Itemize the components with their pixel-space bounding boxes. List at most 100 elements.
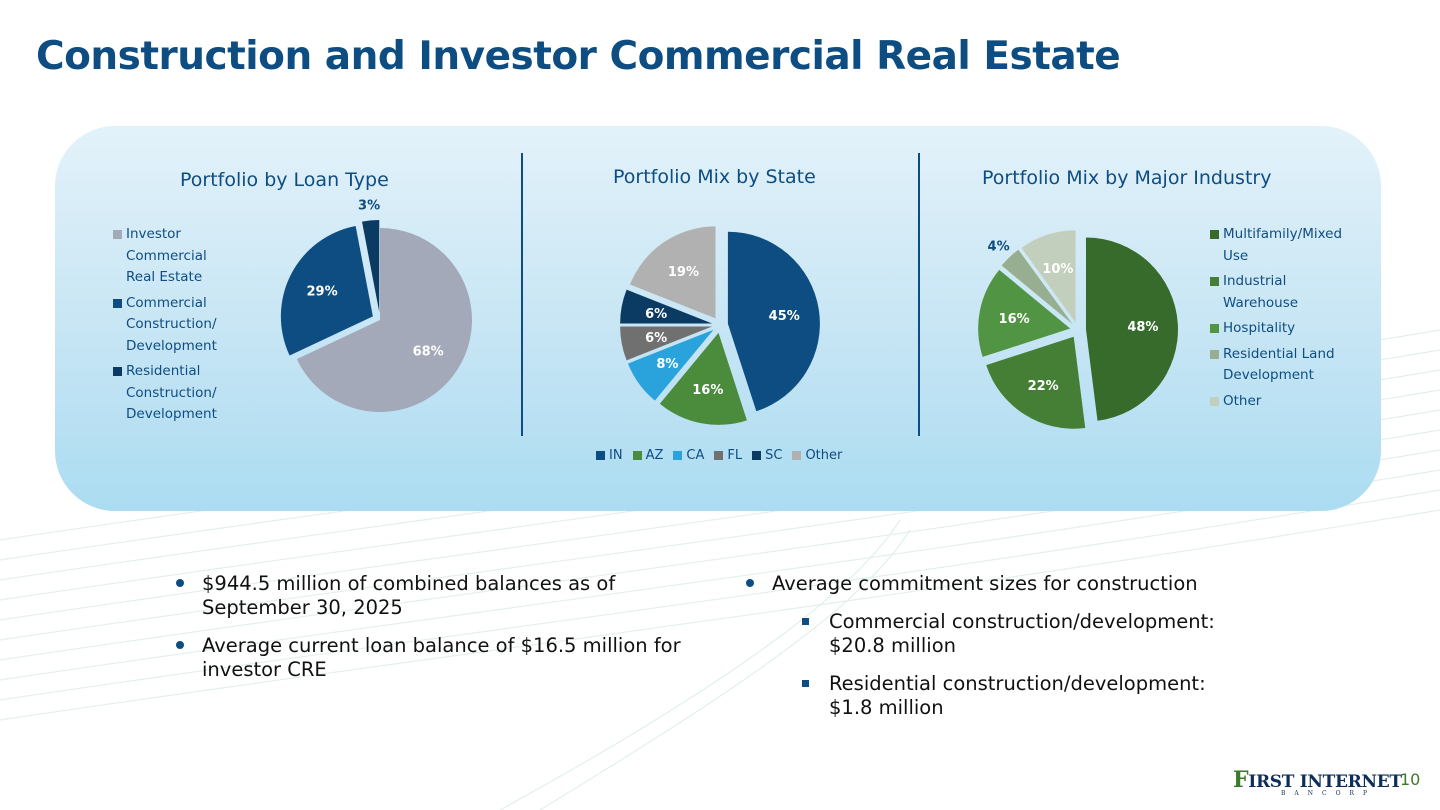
legend-swatch-icon	[1210, 230, 1219, 239]
bullet-item: Average current loan balance of $16.5 mi…	[176, 634, 696, 682]
legend-item: CA	[673, 448, 704, 463]
legend-swatch-icon	[113, 230, 122, 239]
legend-item: Commercial Construction/ Development	[113, 293, 233, 358]
pie-data-label: 68%	[413, 345, 444, 360]
bullet-dot-icon	[176, 579, 184, 587]
legend-label: Residential Land Development	[1223, 345, 1335, 384]
bullet-text: Average commitment sizes for constructio…	[772, 572, 1198, 595]
legend-swatch-icon	[714, 451, 724, 460]
pie-chart-state: 45% 16% 8% 6% 6% 19%	[620, 226, 820, 425]
sub-bullet-text: Residential construction/development: $1…	[829, 672, 1206, 719]
legend-label: SC	[765, 448, 783, 463]
pie-slice	[620, 326, 713, 361]
pie-data-label: 3%	[358, 199, 380, 214]
pie-slice	[1021, 230, 1076, 323]
legend-item: Residential Land Development	[1210, 344, 1360, 387]
pie-slice	[296, 228, 472, 412]
legend-item: Hospitality	[1210, 318, 1360, 340]
bullet-item: $944.5 million of combined balances as o…	[176, 572, 696, 620]
bullet-square-icon	[802, 618, 809, 625]
logo-subtitle: BANCORP	[1281, 790, 1377, 797]
bullet-square-icon	[802, 680, 809, 687]
legend-item: AZ	[632, 448, 663, 463]
legend-label: Residential Construction/ Development	[126, 363, 217, 422]
pie-data-label: 29%	[306, 284, 337, 299]
bullet-dot-icon	[746, 579, 754, 587]
pie-data-label: 16%	[692, 383, 723, 398]
pie-data-label: 6%	[645, 331, 667, 346]
pie-data-label: 19%	[668, 265, 699, 280]
pie-data-label: 48%	[1127, 320, 1158, 335]
chart-title-state: Portfolio Mix by State	[613, 166, 816, 188]
bullet-dot-icon	[176, 641, 184, 649]
pie-chart-industry: 48% 22% 16% 4% 10%	[978, 230, 1178, 429]
pie-slice	[620, 289, 713, 324]
legend-item: Other	[792, 448, 842, 463]
chart-title-loan-type: Portfolio by Loan Type	[180, 169, 389, 191]
legend-item: Residential Construction/ Development	[113, 361, 233, 426]
legend-swatch-icon	[1210, 349, 1219, 359]
sub-bullet-item: Residential construction/development: $1…	[802, 672, 1232, 720]
pie-data-label: 16%	[999, 312, 1030, 327]
pie-data-label: 4%	[988, 239, 1010, 254]
legend-label: Hospitality	[1223, 320, 1296, 336]
legend-swatch-icon	[792, 451, 802, 460]
bullet-text: $944.5 million of combined balances as o…	[202, 572, 616, 619]
pie-slice	[1085, 237, 1178, 421]
pie-data-label: 10%	[1042, 262, 1073, 277]
legend-swatch-icon	[752, 451, 762, 460]
chart-divider	[918, 153, 920, 436]
logo-name: IRST INTERNET	[1248, 772, 1402, 792]
company-logo: FIRST INTERNET BANCORP	[1233, 767, 1402, 797]
legend-state: IN AZ CA FL SC Other	[596, 448, 842, 463]
legend-label: Other	[805, 448, 843, 463]
legend-swatch-icon	[1210, 277, 1219, 286]
pie-chart-loan-type: 68% 29% 3%	[280, 199, 472, 412]
legend-swatch-icon	[673, 451, 683, 460]
legend-industry: Multifamily/Mixed Use Industrial Warehous…	[1210, 224, 1360, 416]
sub-bullet-item: Commercial construction/development: $20…	[802, 610, 1232, 658]
legend-item: Investor Commercial Real Estate	[113, 224, 233, 289]
pie-data-label: 8%	[656, 357, 678, 372]
pie-slice	[362, 220, 380, 313]
pie-slice	[1001, 249, 1073, 325]
legend-label: Investor Commercial Real Estate	[126, 226, 207, 285]
bullets-right: Average commitment sizes for constructio…	[746, 572, 1266, 734]
bullet-text: Average current loan balance of $16.5 mi…	[202, 634, 681, 681]
legend-swatch-icon	[1210, 324, 1219, 333]
pie-slice	[627, 329, 714, 401]
pie-data-label: 6%	[645, 307, 667, 322]
sub-bullet-text: Commercial construction/development: $20…	[829, 610, 1215, 657]
pie-slice	[659, 332, 747, 425]
legend-label: IN	[609, 448, 623, 463]
legend-swatch-icon	[113, 298, 122, 308]
legend-label: FL	[727, 448, 743, 463]
legend-item: FL	[714, 448, 742, 463]
legend-swatch-icon	[596, 451, 605, 460]
chart-title-industry: Portfolio Mix by Major Industry	[982, 167, 1272, 189]
pie-slice	[978, 269, 1071, 357]
legend-item: Industrial Warehouse	[1210, 271, 1360, 314]
bullets-left: $944.5 million of combined balances as o…	[176, 572, 696, 696]
legend-label: Other	[1223, 392, 1262, 409]
legend-label: Commercial Construction/ Development	[126, 294, 217, 354]
bullet-item: Average commitment sizes for constructio…	[746, 572, 1266, 596]
pie-slice	[986, 336, 1086, 429]
chart-divider	[521, 153, 523, 436]
legend-label: Industrial Warehouse	[1223, 273, 1299, 311]
logo-wordmark: FIRST INTERNET	[1233, 767, 1402, 793]
legend-item: SC	[752, 448, 782, 463]
legend-loan-type: Investor Commercial Real Estate Commercia…	[113, 224, 233, 430]
legend-item: IN	[596, 448, 623, 463]
legend-label: CA	[686, 448, 705, 463]
pie-data-label: 45%	[769, 309, 800, 324]
legend-item: Multifamily/Mixed Use	[1210, 224, 1360, 267]
logo-initial: F	[1233, 767, 1249, 793]
page-number: 10	[1400, 770, 1421, 789]
pie-slice	[280, 225, 373, 356]
pie-slice	[727, 231, 820, 412]
legend-swatch-icon	[632, 451, 642, 460]
slide-title: Construction and Investor Commercial Rea…	[36, 34, 1121, 79]
legend-swatch-icon	[1210, 396, 1219, 406]
